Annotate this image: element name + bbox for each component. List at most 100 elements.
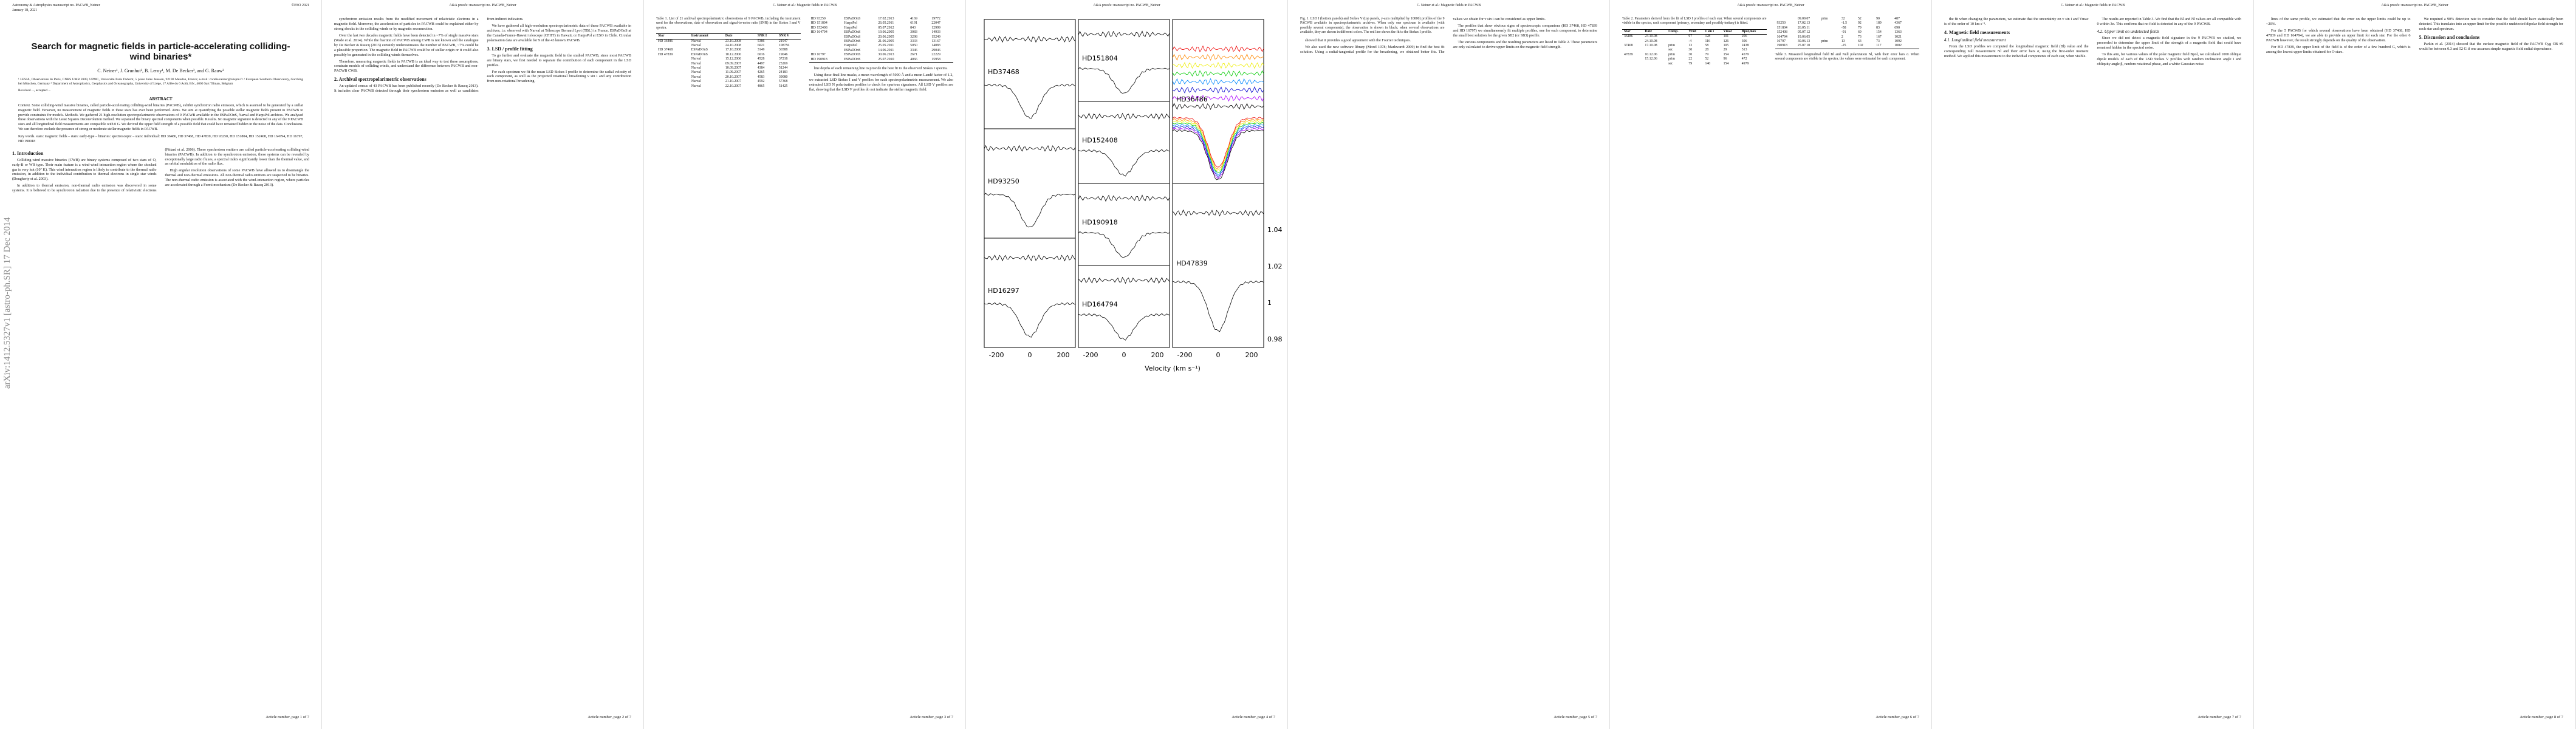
- table-cell: ESPaDOnS: [844, 35, 861, 39]
- page-header: Astronomy & Astrophysics manuscript no. …: [12, 4, 100, 7]
- table-cell: 6021: [757, 44, 765, 48]
- table-cell: 79: [1857, 26, 1862, 30]
- affiliation: ¹ LESIA, Observatoire de Paris, CNRS UMR…: [18, 78, 303, 86]
- table-cell: 154: [1723, 52, 1729, 56]
- table-cell: 17.10.2008: [725, 48, 741, 52]
- table-cell: 4265: [757, 70, 765, 75]
- table-cell: 21947: [778, 39, 788, 43]
- paragraph: In addition to thermal emission, non-the…: [12, 147, 309, 193]
- table-row: HD 164794 ESPaDOnS 19.06.2005 3083 14933: [809, 30, 954, 35]
- table-cell: 4169: [910, 17, 917, 21]
- table-cell: 1021: [1894, 35, 1902, 39]
- table-cell: 4384: [757, 66, 765, 70]
- table-cell: 51244: [778, 66, 788, 70]
- content: lines of the same profile, we estimated …: [2266, 17, 2563, 708]
- table-cell: 29046: [931, 48, 940, 52]
- stokes-i: [1172, 280, 1264, 332]
- thead: Star Date Comp. Vrad v sin i Vmac Bpol,max: [1622, 29, 1767, 35]
- table-cell: 3083: [910, 30, 917, 35]
- page-header: A&A proofs: manuscript no. PACWB_Neiner: [1737, 4, 1804, 7]
- table-cell: 1002: [1894, 44, 1902, 48]
- arxiv-stamp: arXiv:1412.5327v1 [astro-ph.SR] 17 Dec 2…: [2, 217, 12, 389]
- table-row: 151804 26.05.11 -58 79 83 690: [1775, 26, 1920, 30]
- date: January 18, 2021: [12, 9, 38, 12]
- table-cell: -58: [1841, 26, 1846, 30]
- table-cell: 3298: [910, 35, 917, 39]
- table-cell: prim: [1821, 39, 1828, 44]
- table-cell: 2: [1841, 35, 1843, 39]
- section-heading: 2. Archival spectropolarimetric observat…: [334, 77, 426, 83]
- table-cell: 24183: [778, 70, 788, 75]
- table-cell: 23.10.2008: [725, 39, 741, 43]
- table-cell: 51425: [778, 84, 788, 88]
- paragraph: Using these final line masks, a mean wav…: [809, 73, 954, 92]
- content: Fig. 1. LSD I (bottom panels) and Stokes…: [1300, 17, 1597, 708]
- paragraph: An updated census of 43 PACWB has been p…: [334, 17, 524, 94]
- table-cell: 79: [1705, 52, 1709, 56]
- table-cell: 52: [1705, 57, 1709, 61]
- stokes-i: [1172, 128, 1264, 179]
- page-header: C. Neiner et al.: Magnetic fields in PAC…: [1416, 4, 1481, 7]
- table-cell: Narval: [691, 70, 701, 75]
- table-row: 37468 17.10.08 prim 13 58 105 2438: [1622, 44, 1767, 48]
- section-heading: 3. LSD / profile fitting: [487, 46, 533, 52]
- table-row: Narval 09.09.2007 4497 25269: [656, 62, 801, 66]
- table-cell: 4579: [1741, 52, 1749, 56]
- table-row: HD 47839 ESPaDOnS 10.12.2006 6016 19046: [656, 53, 801, 57]
- table-cell: 19772: [931, 17, 940, 21]
- content: Table 2. Parameters derived from the fit…: [1622, 17, 1919, 708]
- table-cell: 5386: [757, 39, 765, 43]
- table-cell: prim: [1668, 52, 1676, 56]
- table-cell: 108756: [778, 44, 790, 48]
- tbody: HD 36486 Narval 23.10.2008 5386 21947 Narval 2…: [656, 17, 953, 89]
- table-cell: 487: [1894, 17, 1900, 21]
- paragraph: For the 5 PACWB for which several observ…: [2266, 28, 2411, 43]
- table-cell: 19.06.05: [1797, 35, 1810, 39]
- stokes-v: [1078, 194, 1170, 202]
- x-tick-label: 200: [1057, 351, 1070, 359]
- table-cell: [1622, 39, 1643, 44]
- page-footer: Article number, page 8 of 7: [2519, 715, 2563, 719]
- table-cell: [656, 75, 690, 80]
- table-cell: 37218: [778, 57, 788, 61]
- tbody: 36486 23.10.08 97 128 101 206 24.10.08 -4 116 126…: [1622, 17, 1919, 66]
- abstract-heading: ABSTRACT: [149, 97, 173, 102]
- column-header: Date: [1645, 29, 1652, 33]
- page-header: A&A proofs: manuscript no. PACWB_Neiner: [449, 4, 516, 7]
- column-header: Comp.: [1668, 29, 1679, 33]
- y-tick-label: 1: [1267, 299, 1272, 307]
- table-cell: 26.05.2011: [878, 21, 894, 26]
- table-cell: [1622, 57, 1643, 61]
- table-cell: HD 93250: [810, 17, 826, 21]
- paragraph: showed that it provides a good agreement…: [1305, 38, 1411, 43]
- header-right: ©ESO 2021: [291, 4, 309, 7]
- stokes-i: [1172, 117, 1264, 168]
- stokes-i: [984, 83, 1076, 119]
- stokes-i: [984, 302, 1076, 338]
- table-cell: prim: [1668, 57, 1676, 61]
- table-cell: [809, 39, 843, 44]
- table-cell: 6191: [910, 21, 917, 26]
- table-cell: [1622, 48, 1643, 52]
- table-cell: 167: [1876, 35, 1882, 39]
- stokes-i: [1078, 231, 1170, 258]
- paragraph: We required a 90% detection rate to cons…: [2419, 17, 2564, 31]
- table-cell: [656, 70, 690, 75]
- table-row: Narval 22.10.2007 4865 51425: [656, 84, 801, 89]
- paragraph: High angular resolution observations of …: [165, 168, 310, 188]
- x-tick-label: -200: [1177, 351, 1193, 359]
- table-cell: 189: [1876, 21, 1882, 26]
- x-tick-label: -200: [989, 351, 1004, 359]
- table-cell: 10.12.2006: [725, 52, 741, 56]
- table-cell: 63: [1857, 39, 1862, 44]
- table-cell: 11.09.2007: [725, 70, 741, 75]
- y-tick-label: 0.98: [1267, 335, 1283, 343]
- column-header: SNR I: [757, 34, 767, 38]
- table-cell: 69: [1857, 30, 1862, 35]
- table-cell: 15249: [931, 35, 940, 39]
- table-cell: [1643, 62, 1667, 66]
- table-head: Star Instrument Date SNR I SNR V: [656, 33, 801, 39]
- x-tick-label: -200: [1083, 351, 1098, 359]
- table-cell: 36486: [1624, 35, 1633, 39]
- table-cell: 4367: [1894, 21, 1902, 26]
